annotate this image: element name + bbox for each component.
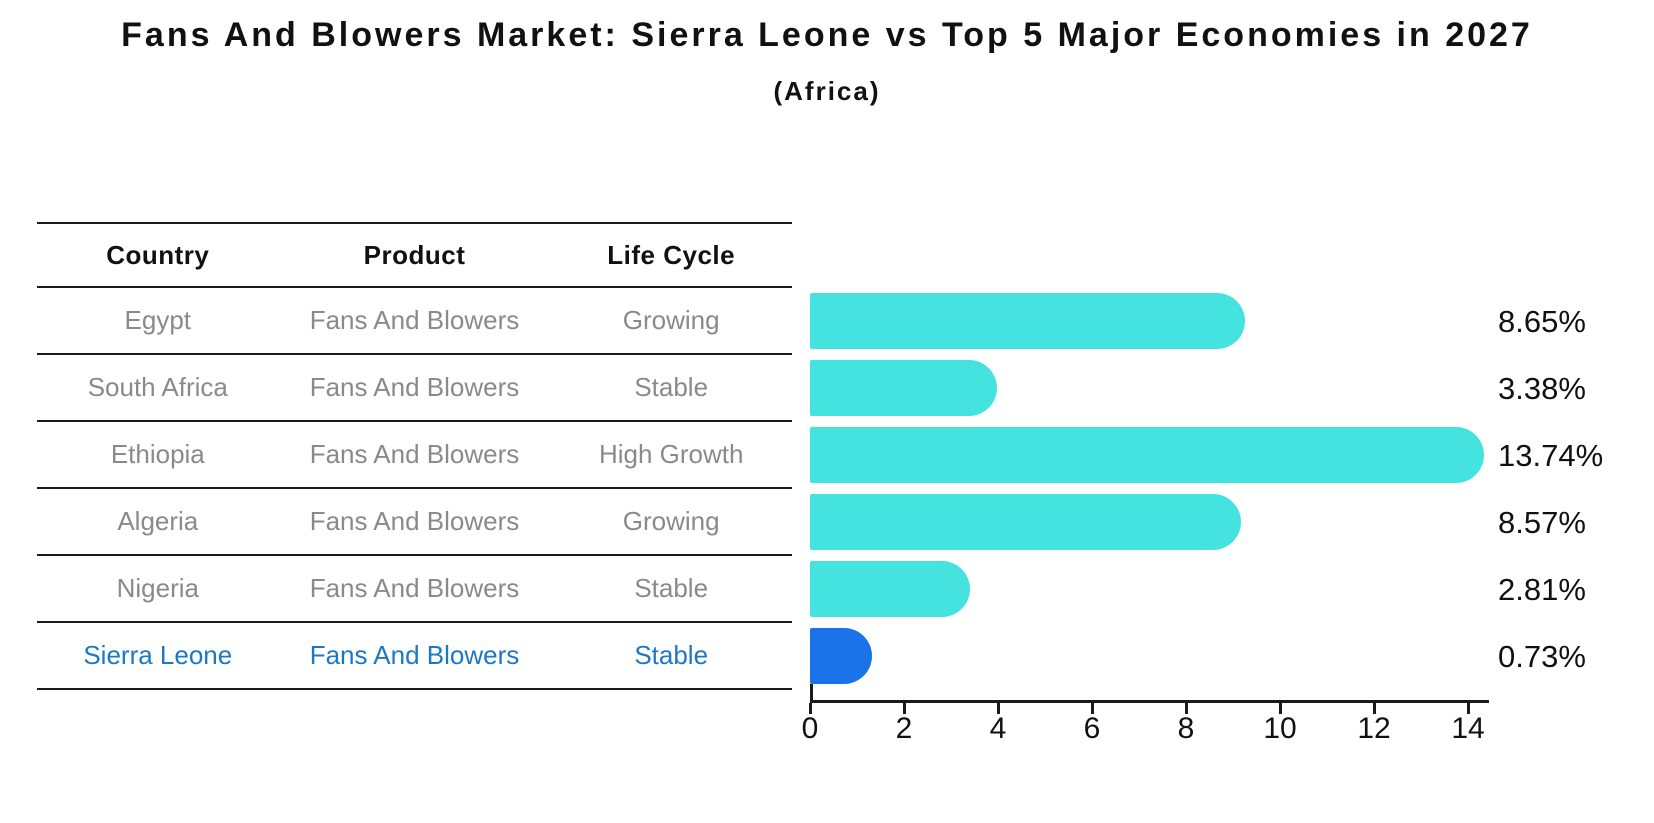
x-tick-label: 2 (895, 712, 913, 745)
x-tick-label: 0 (801, 712, 819, 745)
bar-row (810, 355, 1510, 422)
bar-sierra-leone (810, 628, 873, 684)
x-axis-tick (1279, 703, 1282, 714)
table-row-ethiopia: Ethiopia Fans And Blowers High Growth (37, 422, 792, 489)
x-axis-tick (1185, 703, 1188, 714)
cell-country: Ethiopia (110, 439, 205, 469)
bar-nigeria (810, 561, 971, 617)
value-label-ethiopia: 13.74% (1498, 437, 1604, 473)
value-label-algeria: 8.57% (1498, 504, 1586, 540)
cell-life-cycle: Stable (634, 640, 709, 670)
x-tick-label: 4 (989, 712, 1007, 745)
cell-country: South Africa (87, 372, 228, 402)
x-axis-tick (997, 703, 1000, 714)
cell-product: Fans And Blowers (309, 439, 520, 469)
chart-title: Fans And Blowers Market: Sierra Leone vs… (121, 16, 1533, 54)
bar-row (810, 422, 1510, 489)
table-row-nigeria: Nigeria Fans And Blowers Stable (37, 556, 792, 623)
bar-row (810, 288, 1510, 355)
x-tick-label: 12 (1357, 712, 1391, 745)
bar-row (810, 489, 1510, 556)
cell-country: Egypt (124, 305, 192, 335)
cell-product: Fans And Blowers (309, 640, 520, 670)
bar-chart (810, 288, 1510, 690)
cell-country: Nigeria (116, 573, 199, 603)
cell-life-cycle: Growing (622, 506, 720, 536)
table-row-egypt: Egypt Fans And Blowers Growing (37, 288, 792, 355)
country-table: Country Product Life Cycle Egypt Fans An… (37, 222, 792, 690)
value-label-south-africa: 3.38% (1498, 370, 1586, 406)
table-row-algeria: Algeria Fans And Blowers Growing (37, 489, 792, 556)
table-header-life-cycle: Life Cycle (607, 239, 736, 270)
x-axis-tick (1467, 703, 1470, 714)
cell-country: Algeria (117, 506, 199, 536)
value-label-egypt: 8.65% (1498, 303, 1586, 339)
cell-product: Fans And Blowers (309, 305, 520, 335)
cell-life-cycle: High Growth (598, 439, 744, 469)
x-axis-tick (809, 703, 812, 714)
x-axis-line (810, 700, 1489, 703)
bar-algeria (810, 494, 1241, 550)
x-tick-label: 6 (1083, 712, 1101, 745)
cell-product: Fans And Blowers (309, 506, 520, 536)
value-label-nigeria: 2.81% (1498, 571, 1586, 607)
table-row-south-africa: South Africa Fans And Blowers Stable (37, 355, 792, 422)
x-axis-tick (1091, 703, 1094, 714)
bar-south-africa (810, 360, 997, 416)
x-tick-label: 8 (1177, 712, 1195, 745)
table-row-sierra-leone: Sierra Leone Fans And Blowers Stable (37, 623, 792, 690)
axis-spine-stub (810, 684, 813, 702)
x-axis-tick (1373, 703, 1376, 714)
table-header-country: Country (106, 239, 210, 270)
x-tick-label: 14 (1451, 712, 1485, 745)
x-tick-label: 10 (1263, 712, 1297, 745)
cell-life-cycle: Stable (634, 372, 709, 402)
bar-row (810, 556, 1510, 623)
bar-ethiopia (810, 427, 1484, 483)
cell-life-cycle: Stable (634, 573, 709, 603)
bar-row (810, 623, 1510, 690)
cell-life-cycle: Growing (622, 305, 720, 335)
value-labels: 8.65% 3.38% 13.74% 8.57% 2.81% 0.73% (1498, 288, 1648, 690)
bar-egypt (810, 293, 1245, 349)
table-header-row: Country Product Life Cycle (37, 222, 792, 288)
cell-product: Fans And Blowers (309, 573, 520, 603)
table-header-product: Product (363, 239, 466, 270)
cell-country: Sierra Leone (83, 640, 233, 670)
chart-subtitle: (Africa) (773, 76, 881, 106)
value-label-sierra-leone: 0.73% (1498, 638, 1586, 674)
cell-product: Fans And Blowers (309, 372, 520, 402)
x-axis-tick (903, 703, 906, 714)
